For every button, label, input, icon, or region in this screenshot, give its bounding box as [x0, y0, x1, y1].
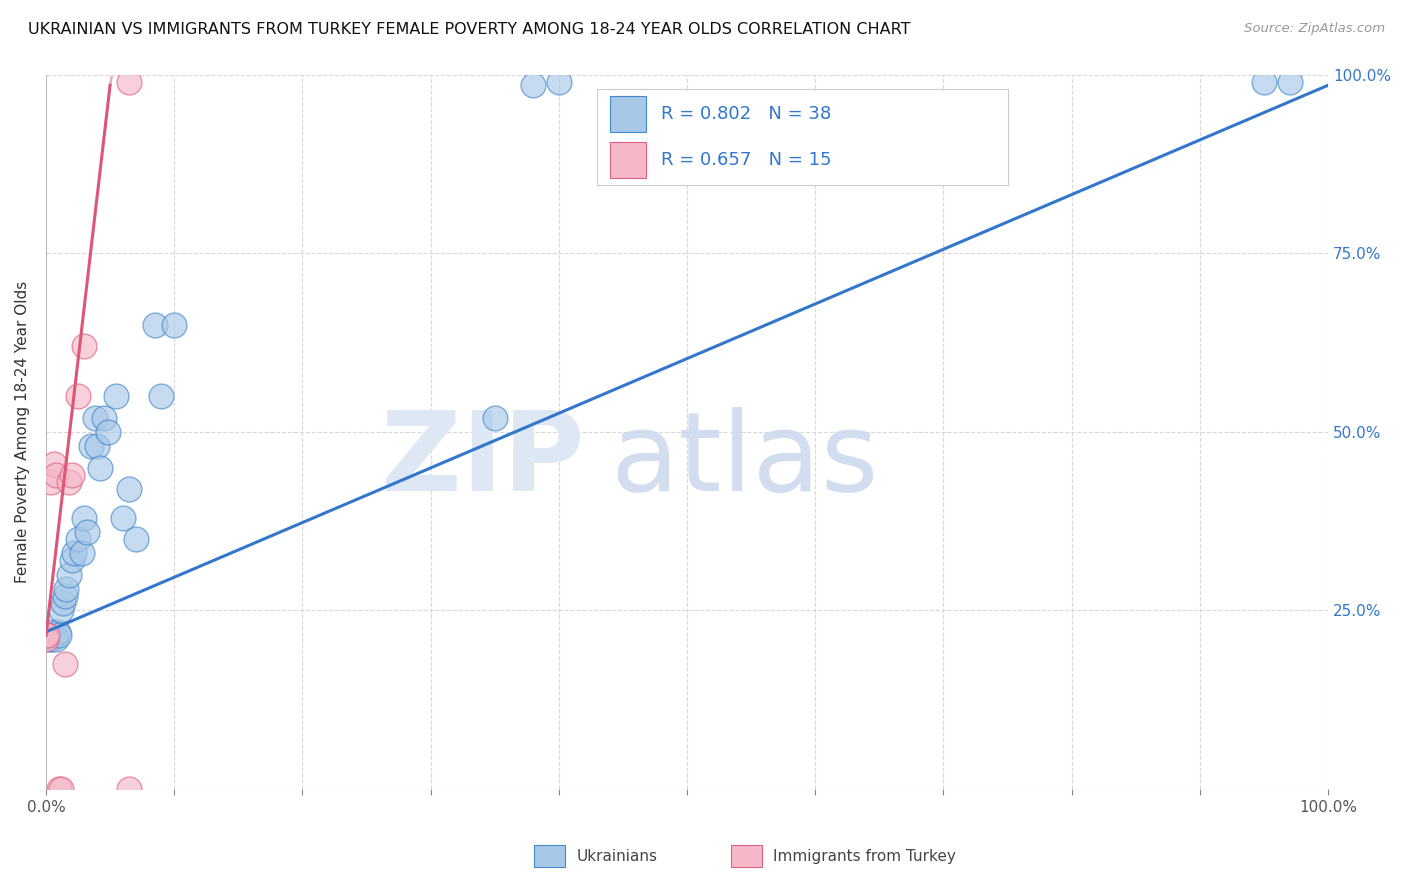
- Point: [52, 596, 75, 610]
- Text: Immigrants from Turkey: Immigrants from Turkey: [773, 849, 956, 863]
- Text: ZIP: ZIP: [381, 407, 585, 514]
- Point: [118, 482, 141, 496]
- Point: [66, 532, 89, 546]
- Point: [118, 782, 141, 797]
- Y-axis label: Female Poverty Among 18-24 Year Olds: Female Poverty Among 18-24 Year Olds: [15, 281, 30, 583]
- Point: [35, 628, 58, 642]
- Point: [93, 410, 115, 425]
- Bar: [610, 143, 645, 178]
- Text: R = 0.802   N = 38: R = 0.802 N = 38: [661, 105, 832, 123]
- Text: atlas: atlas: [610, 407, 879, 514]
- Point: [76, 524, 98, 539]
- Point: [41, 624, 63, 639]
- Point: [60, 553, 83, 567]
- Point: [53, 657, 76, 671]
- Point: [35, 628, 58, 642]
- Point: [38, 632, 60, 646]
- Point: [89, 460, 111, 475]
- Bar: [610, 96, 645, 132]
- Point: [63, 546, 86, 560]
- Point: [44, 628, 66, 642]
- Point: [45, 632, 67, 646]
- Point: [38, 628, 60, 642]
- Point: [51, 603, 73, 617]
- Point: [45, 467, 67, 482]
- Point: [66, 389, 89, 403]
- Point: [111, 510, 134, 524]
- Point: [70, 546, 93, 560]
- Point: [83, 410, 105, 425]
- Point: [58, 567, 80, 582]
- Point: [105, 389, 128, 403]
- Point: [53, 589, 76, 603]
- Text: Ukrainians: Ukrainians: [576, 849, 658, 863]
- Point: [39, 632, 62, 646]
- Point: [484, 410, 506, 425]
- Point: [1278, 75, 1301, 89]
- Text: UKRAINIAN VS IMMIGRANTS FROM TURKEY FEMALE POVERTY AMONG 18-24 YEAR OLDS CORRELA: UKRAINIAN VS IMMIGRANTS FROM TURKEY FEMA…: [28, 22, 911, 37]
- Point: [547, 75, 569, 89]
- FancyBboxPatch shape: [598, 89, 1008, 186]
- Point: [35, 632, 58, 646]
- Point: [58, 475, 80, 489]
- Point: [73, 339, 96, 353]
- Point: [125, 532, 148, 546]
- Point: [1253, 75, 1275, 89]
- Text: R = 0.657   N = 15: R = 0.657 N = 15: [661, 152, 832, 169]
- Point: [48, 628, 70, 642]
- Point: [143, 318, 166, 332]
- Point: [163, 318, 186, 332]
- Point: [60, 467, 83, 482]
- Text: Source: ZipAtlas.com: Source: ZipAtlas.com: [1244, 22, 1385, 36]
- Point: [80, 439, 103, 453]
- Point: [73, 510, 96, 524]
- Point: [150, 389, 173, 403]
- Point: [118, 75, 141, 89]
- Point: [522, 78, 544, 93]
- Point: [37, 628, 59, 642]
- Point: [51, 782, 73, 797]
- Point: [86, 439, 108, 453]
- Point: [48, 782, 70, 797]
- Point: [55, 582, 77, 596]
- Point: [96, 425, 118, 439]
- Point: [46, 624, 69, 639]
- Point: [39, 475, 62, 489]
- Point: [42, 457, 65, 471]
